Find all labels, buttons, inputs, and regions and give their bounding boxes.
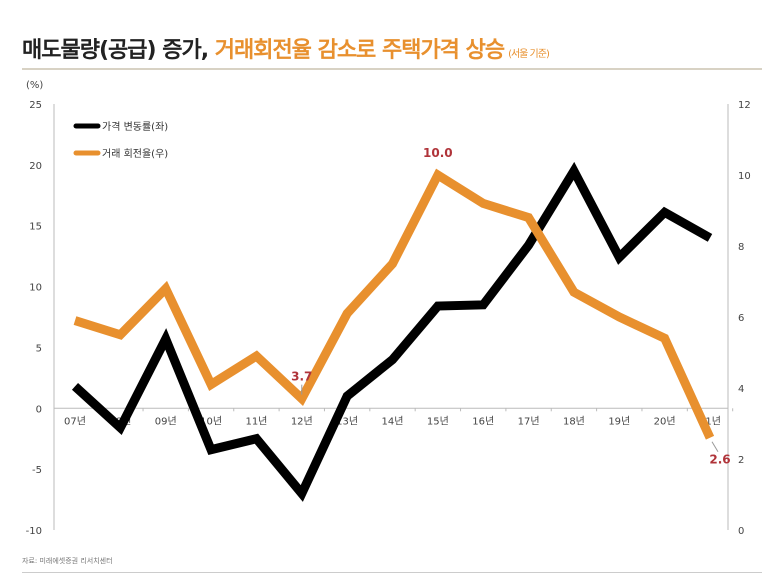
series-line-2: [73, 168, 715, 440]
unit-label: (%): [26, 80, 43, 91]
right-tick-label: 10: [738, 171, 751, 182]
bottom-divider: [22, 572, 762, 573]
data-label: 3.7: [291, 370, 312, 384]
left-tick-label: 20: [29, 161, 42, 172]
x-tick-label: 10년: [200, 415, 222, 427]
left-tick-label: 10: [29, 283, 42, 294]
x-tick-label: 07년: [64, 415, 86, 427]
right-tick-label: 12: [738, 100, 751, 111]
left-tick-label: 25: [29, 100, 42, 111]
legend-label: 가격 변동률(좌): [102, 120, 168, 133]
title-highlight: 거래회전율 감소로 주택가격 상승: [214, 38, 505, 63]
x-tick-label: 18년: [563, 415, 585, 427]
source-note: 자료: 미래에셋증권 리서치센터: [22, 557, 113, 565]
x-tick-label: 16년: [472, 415, 494, 427]
annotation-leader: [711, 441, 719, 452]
x-tick-label: 19년: [608, 415, 630, 427]
x-tick-label: 17년: [518, 415, 540, 427]
left-tick-label: 15: [29, 222, 42, 233]
x-tick-label: 14년: [382, 415, 404, 427]
title-sub: (서울 기준): [508, 49, 550, 60]
series-line-1: [71, 161, 713, 502]
right-tick-label: 0: [738, 526, 744, 537]
left-tick-label: 5: [36, 343, 42, 354]
data-label: 2.6: [709, 453, 730, 467]
x-tick-label: 12년: [291, 415, 313, 427]
title-main: 매도물량(공급) 증가,: [22, 38, 215, 63]
right-tick-label: 4: [738, 384, 744, 395]
right-tick-label: 2: [738, 455, 744, 466]
chart-title: 매도물량(공급) 증가, 거래회전율 감소로 주택가격 상승 (서울 기준): [22, 32, 550, 64]
left-tick-label: -5: [32, 465, 42, 476]
x-tick-label: 15년: [427, 415, 449, 427]
left-tick-label: 0: [36, 404, 42, 415]
x-tick-label: 09년: [155, 415, 177, 427]
legend-label: 거래 회전율(우): [102, 148, 168, 160]
right-tick-label: 8: [738, 242, 744, 253]
left-tick-label: -10: [26, 526, 42, 537]
data-label: 10.0: [423, 146, 453, 160]
x-tick-label: 20년: [654, 415, 676, 427]
x-tick-label: 11년: [245, 415, 267, 427]
title-divider: [22, 68, 762, 70]
right-tick-label: 6: [738, 313, 744, 324]
